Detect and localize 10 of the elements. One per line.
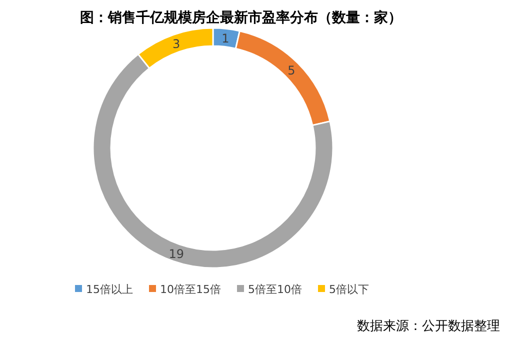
data-label: 19 xyxy=(168,246,184,261)
data-label: 1 xyxy=(222,32,230,46)
data-label: 5 xyxy=(288,64,296,78)
legend-label: 15倍以上 xyxy=(86,283,133,296)
legend-label: 5倍以下 xyxy=(329,283,369,296)
legend-label: 10倍至15倍 xyxy=(160,283,221,296)
legend-label: 5倍至10倍 xyxy=(248,283,302,296)
source-note: 数据来源：公开数据整理 xyxy=(357,319,500,334)
data-label: 3 xyxy=(172,37,180,52)
chart-title: 图：销售千亿规模房企最新市盈率分布（数量：家） xyxy=(80,9,402,26)
